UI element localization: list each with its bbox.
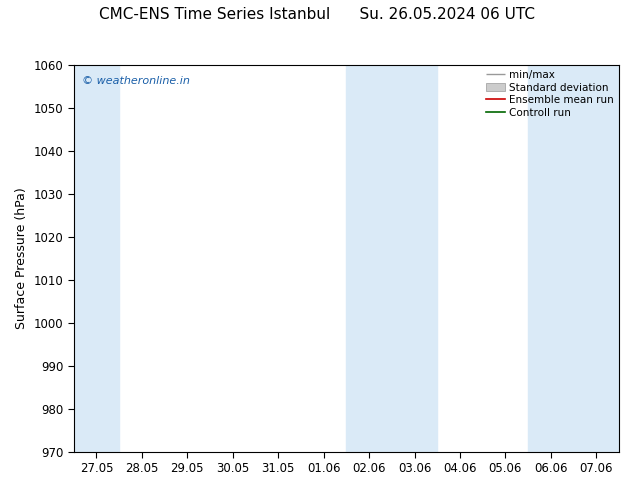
Bar <box>346 65 437 452</box>
Text: CMC-ENS Time Series Istanbul      Su. 26.05.2024 06 UTC: CMC-ENS Time Series Istanbul Su. 26.05.2… <box>99 7 535 23</box>
Bar <box>74 65 119 452</box>
Y-axis label: Surface Pressure (hPa): Surface Pressure (hPa) <box>15 187 28 329</box>
Bar <box>528 65 624 452</box>
Text: © weatheronline.in: © weatheronline.in <box>82 76 190 86</box>
Legend: min/max, Standard deviation, Ensemble mean run, Controll run: min/max, Standard deviation, Ensemble me… <box>484 68 616 120</box>
